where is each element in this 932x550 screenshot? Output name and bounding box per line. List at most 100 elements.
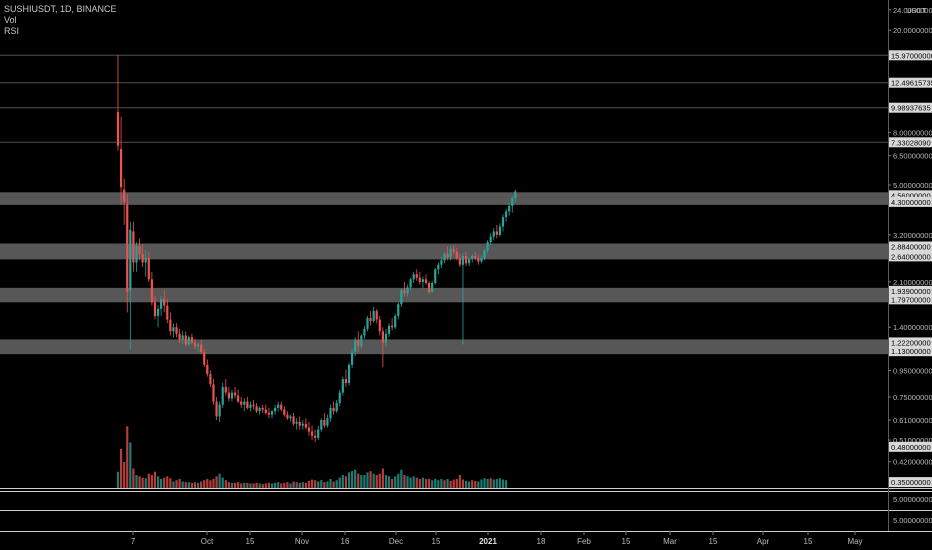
candle-body [261,407,264,410]
candle-body [273,407,277,412]
volume-bar [400,469,403,488]
volume-bar [461,479,465,488]
volume-bar [471,480,474,488]
volume-bar [375,475,378,488]
chart-legend: SUSHIUSDT, 1D, BINANCE Vol RSI [4,4,117,37]
candle-body [307,427,311,432]
symbol-title[interactable]: SUSHIUSDT, 1D, BINANCE [4,4,117,14]
rsi-indicator-label[interactable]: RSI [4,26,20,36]
volume-bar [212,478,215,488]
candle-body [495,231,498,235]
candle-body [221,386,224,405]
candle-body [341,379,344,393]
candle-body [378,319,381,332]
volume-bar [190,482,194,488]
volume-bar [412,476,415,488]
candle-body [212,384,215,402]
volume-bar [240,483,243,488]
volume-bar [255,482,258,488]
candle-body [237,395,240,402]
volume-bar [230,482,234,488]
candle-body [184,335,187,345]
candle-body [458,258,461,265]
volume-bar [341,475,344,488]
volume-bar [406,476,409,488]
y-axis-label: 20.00000000 [893,26,932,35]
candle-body [381,331,384,343]
candle-body [326,418,329,426]
volume-bar [384,475,388,488]
volume-bar [172,481,175,488]
volume-bar [283,482,286,488]
candle-body [206,364,209,375]
candle-body [298,421,301,426]
price-flag-label: 1.13000000 [891,347,931,356]
candle-body [409,279,412,288]
candle-body [335,403,338,412]
volume-bar [468,481,471,488]
candle-body [187,337,190,345]
volume-indicator-label[interactable]: Vol [4,15,17,25]
candle-body [230,392,234,399]
candle-body [175,327,178,334]
candle-body [471,255,474,259]
candle-body [375,310,378,320]
volume-bar [156,476,160,488]
volume-bar [464,480,468,488]
volume-bar [280,483,283,488]
candle-body [363,328,366,336]
x-axis-label: 15 [622,537,631,546]
candle-body [190,337,194,343]
volume-bar [421,477,425,488]
candle-body [443,253,446,261]
volume-bar [495,478,498,488]
candle-body [421,279,425,282]
candle-body [147,258,150,280]
volume-bar [178,478,181,488]
candle-body [243,401,246,405]
price-flag [889,477,932,488]
price-flag [889,190,932,201]
volume-bar [329,478,332,488]
candle-body [468,258,471,264]
candle-body [301,423,304,426]
volume-bar [116,471,120,488]
candle-body [323,420,326,426]
y-axis-label: 1.40000000 [893,323,932,332]
volume-bar [323,482,326,488]
volume-bar [135,475,138,488]
x-axis-label: 18 [537,537,546,546]
price-flag [889,346,932,357]
price-flag-label: 1.79700000 [891,295,931,304]
candle-body [498,226,502,235]
volume-bar [153,471,157,488]
volume-bar [163,477,166,488]
volume-bar [455,478,458,488]
volume-bar [273,482,277,488]
candle-body [215,401,218,417]
x-axis-label: Feb [577,537,591,546]
volume-bar [403,475,406,488]
volume-bar [332,481,335,488]
volume-bar [132,468,135,488]
candle-body [418,277,421,282]
candle-body [403,290,406,294]
volume-bar [206,478,209,488]
candle-body [289,416,292,419]
candle-body [138,245,141,254]
candle-body [483,250,486,259]
volume-bar [295,482,298,488]
price-flag-label: 7.33028090 [891,138,931,147]
candle-body [387,325,391,334]
volume-bar [123,462,126,488]
volume-bar [301,482,304,488]
candle-body [332,407,335,412]
volume-bar [221,477,224,488]
candle-body [150,279,153,303]
volume-bar [443,480,446,488]
volume-bar [144,478,147,488]
volume-bar [326,481,329,488]
volume-bar [480,479,483,488]
volume-bar [237,482,240,488]
